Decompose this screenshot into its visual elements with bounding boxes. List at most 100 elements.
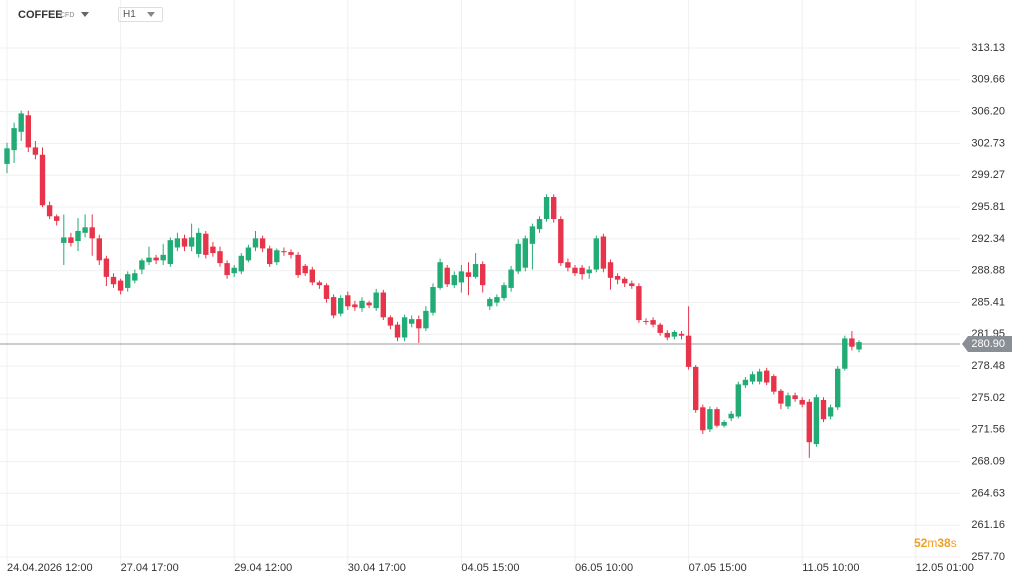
candle-body	[231, 267, 237, 274]
candle-body	[579, 267, 585, 275]
candle-body	[480, 264, 486, 286]
candle-body	[756, 371, 763, 382]
candle-body	[416, 319, 422, 329]
candle-body	[167, 240, 173, 265]
candle-body	[281, 251, 287, 253]
candle-body	[572, 267, 578, 274]
y-tick-label: 313.13	[971, 42, 1005, 54]
candle-body	[820, 399, 827, 420]
symbol[interactable]: COFFEE	[18, 9, 63, 21]
candle-body	[714, 409, 720, 426]
candle-body	[501, 285, 507, 299]
candle-body	[196, 232, 202, 254]
candle-body	[778, 390, 784, 404]
x-tick-label: 07.05 15:00	[689, 562, 747, 574]
candle-body	[4, 148, 10, 164]
candle-body	[657, 324, 663, 333]
candle-body	[842, 338, 848, 369]
candle-body	[252, 238, 259, 248]
candle-body	[373, 292, 379, 309]
candle-body	[735, 384, 741, 417]
candle-body	[465, 272, 472, 277]
candle-body	[267, 248, 273, 265]
candle-body	[96, 238, 102, 261]
candle-body	[423, 310, 429, 329]
candle-body	[352, 304, 358, 308]
candle-body	[203, 233, 209, 255]
candle-body	[835, 368, 841, 408]
candle-body	[451, 275, 457, 286]
candle-body	[827, 407, 834, 417]
symbol-dropdown[interactable]	[80, 11, 90, 19]
candle-body	[600, 236, 607, 269]
candle-body	[153, 257, 159, 261]
y-tick-label: 264.63	[971, 487, 1005, 499]
timeframe-dropdown[interactable]	[146, 11, 156, 19]
candle-body	[678, 333, 685, 336]
candle-body	[338, 298, 344, 314]
candle-body	[32, 147, 39, 155]
candle-body	[664, 332, 670, 338]
candle-body	[103, 258, 110, 277]
candle-body	[54, 216, 60, 221]
candle-body	[607, 262, 614, 278]
candle-body	[685, 335, 692, 367]
x-tick-label: 30.04 17:00	[348, 562, 406, 574]
candle-body	[181, 238, 188, 247]
y-tick-label: 271.56	[971, 424, 1005, 436]
candle-body	[586, 269, 592, 274]
y-tick-label: 278.48	[971, 360, 1005, 372]
candle-body	[125, 274, 131, 288]
candle-body	[543, 196, 550, 220]
candle-body	[245, 247, 252, 261]
countdown-seconds: 38	[937, 536, 951, 550]
candle-body	[25, 115, 31, 148]
candle-body	[259, 238, 266, 249]
x-tick-label: 27.04 17:00	[121, 562, 179, 574]
timeframe[interactable]: H1	[118, 7, 163, 22]
candle-body	[210, 246, 216, 254]
candle-body	[316, 282, 323, 286]
candle-body	[742, 379, 749, 386]
candle-body	[359, 300, 365, 309]
countdown-seconds-unit: s	[951, 536, 957, 550]
candle-body	[522, 238, 528, 268]
y-tick-label: 295.81	[971, 201, 1005, 213]
candle-body	[629, 283, 635, 287]
candle-body	[785, 395, 791, 407]
candle-body	[721, 422, 727, 426]
instrument-type: CFD	[60, 12, 75, 19]
candle-body	[849, 338, 855, 347]
x-tick-label: 24.04.2026 12:00	[7, 562, 93, 574]
candle-body	[494, 297, 500, 303]
countdown-minutes-unit: m	[927, 536, 937, 550]
candle-body	[700, 407, 706, 431]
candle-body	[82, 227, 88, 233]
candle-body	[764, 370, 770, 383]
candle-body	[650, 320, 656, 325]
x-tick-label: 06.05 10:00	[575, 562, 633, 574]
candle-body	[217, 251, 223, 264]
y-tick-label: 299.27	[971, 169, 1005, 181]
candle-body	[487, 298, 493, 307]
candle-body	[295, 254, 301, 276]
last-price-tag	[962, 335, 1012, 352]
candle-body	[302, 265, 308, 274]
candle-body	[238, 255, 244, 272]
y-tick-label: 302.73	[971, 137, 1005, 149]
x-tick-label: 29.04 12:00	[234, 562, 292, 574]
y-tick-label: 292.34	[971, 233, 1005, 245]
candle-body	[18, 113, 24, 132]
y-tick-label: 306.20	[971, 105, 1005, 117]
y-tick-label: 285.41	[971, 296, 1005, 308]
candle-body	[89, 227, 95, 239]
candle-body	[46, 205, 53, 217]
y-tick-label: 309.66	[971, 74, 1005, 86]
y-tick-label: 268.09	[971, 455, 1005, 467]
candle-body	[444, 267, 450, 285]
countdown: 52m38s	[914, 536, 957, 550]
candle-body	[330, 297, 337, 316]
candle-body	[11, 128, 17, 151]
candle-body	[366, 302, 372, 306]
candle-body	[813, 397, 820, 445]
